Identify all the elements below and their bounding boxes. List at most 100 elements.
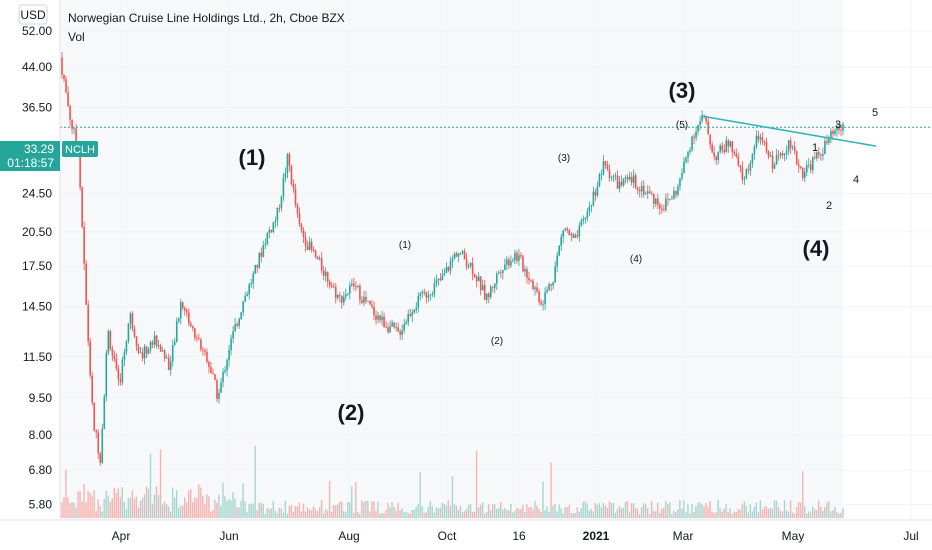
volume-bar bbox=[801, 471, 804, 518]
volume-bar bbox=[805, 513, 808, 518]
volume-bar bbox=[147, 488, 150, 518]
candle-body bbox=[395, 327, 397, 328]
volume-bar bbox=[328, 481, 331, 518]
volume-bar bbox=[463, 511, 466, 518]
volume-bar bbox=[445, 505, 448, 518]
candle-body bbox=[552, 282, 554, 286]
volume-bar bbox=[322, 513, 325, 518]
volume-bar bbox=[401, 508, 403, 518]
volume-bar bbox=[433, 512, 435, 518]
candle-body bbox=[483, 284, 486, 300]
volume-bar bbox=[210, 511, 212, 518]
volume-bar bbox=[735, 511, 737, 518]
volume-bar bbox=[820, 506, 822, 518]
candle-body bbox=[514, 252, 516, 261]
volume-bar bbox=[506, 509, 508, 518]
volume-bar bbox=[550, 462, 552, 518]
candle-body bbox=[580, 220, 583, 226]
candle-body bbox=[765, 141, 768, 152]
volume-bar bbox=[522, 504, 524, 518]
volume-bar bbox=[493, 504, 496, 518]
volume-bar bbox=[685, 512, 687, 518]
candle-body bbox=[87, 304, 89, 342]
candle-body bbox=[622, 178, 625, 186]
candle-body bbox=[252, 273, 255, 284]
time-axis[interactable] bbox=[0, 520, 932, 550]
candle-body bbox=[175, 321, 178, 342]
candle-body bbox=[419, 293, 422, 296]
currency-badge[interactable] bbox=[18, 4, 48, 25]
candle-body bbox=[260, 252, 263, 257]
volume-bar bbox=[73, 502, 75, 518]
candle-body bbox=[530, 280, 532, 281]
volume-bar bbox=[151, 503, 154, 518]
volume-bar bbox=[661, 508, 663, 518]
candle-body bbox=[681, 172, 683, 179]
volume-bar bbox=[481, 502, 484, 518]
candle-body bbox=[445, 267, 448, 273]
volume-bar bbox=[526, 504, 528, 518]
volume-bar bbox=[749, 504, 752, 518]
volume-bar bbox=[81, 500, 83, 518]
volume-bar bbox=[789, 500, 792, 518]
wave-annotations: (1) (2) (3) (4) (1) (2) (3) (4) (5) 1 2 3 4 5 bbox=[239, 78, 879, 425]
volume-bar bbox=[296, 506, 299, 518]
candle-body bbox=[206, 351, 208, 362]
candle-body bbox=[250, 283, 253, 285]
y-tick-label: 20.50 bbox=[22, 225, 52, 239]
volume-bar bbox=[681, 508, 683, 518]
candle-body bbox=[413, 309, 416, 313]
volume-bar bbox=[751, 511, 754, 518]
volume-bar bbox=[489, 509, 492, 518]
volume-bar bbox=[308, 509, 311, 518]
volume-bar bbox=[755, 502, 758, 518]
candle-body bbox=[703, 115, 705, 116]
candle-body bbox=[652, 194, 655, 204]
candle-body bbox=[465, 259, 468, 267]
indicator-label[interactable]: Vol bbox=[68, 30, 85, 44]
volume-bar bbox=[636, 508, 639, 518]
candle-body bbox=[711, 144, 713, 153]
price-axis[interactable] bbox=[0, 0, 60, 520]
volume-bar bbox=[363, 502, 365, 518]
volume-bar bbox=[425, 512, 427, 518]
volume-bar bbox=[592, 511, 595, 518]
volume-bar bbox=[683, 500, 685, 518]
volume-bar bbox=[546, 506, 548, 518]
candle-body bbox=[733, 152, 736, 154]
y-tick-label: 8.00 bbox=[29, 428, 53, 442]
wave-label: 1 bbox=[812, 142, 818, 154]
volume-bar bbox=[212, 510, 214, 518]
candle-body bbox=[131, 313, 134, 329]
candle-body bbox=[361, 300, 363, 303]
volume-bar bbox=[475, 450, 478, 518]
volume-bar bbox=[113, 487, 115, 518]
candle-body bbox=[797, 164, 800, 167]
candle-body bbox=[153, 335, 156, 345]
volume-bar bbox=[540, 511, 542, 518]
candle-body bbox=[437, 278, 440, 281]
volume-bar bbox=[284, 500, 287, 518]
candle-body bbox=[785, 150, 788, 154]
volume-bar bbox=[479, 504, 482, 518]
candle-body bbox=[204, 350, 206, 352]
volume-bar bbox=[753, 506, 756, 518]
x-tick-label: 2021 bbox=[583, 529, 610, 543]
chart-title: Norwegian Cruise Line Holdings Ltd., 2h,… bbox=[68, 11, 345, 25]
volume-bar bbox=[357, 511, 359, 518]
candle-body bbox=[117, 368, 120, 380]
volume-bar bbox=[646, 508, 649, 518]
volume-bar bbox=[320, 500, 323, 518]
volume-bar bbox=[206, 494, 208, 518]
candle-body bbox=[709, 134, 711, 145]
volume-bar bbox=[459, 505, 462, 518]
candle-body bbox=[588, 206, 591, 212]
candle-body bbox=[351, 283, 353, 286]
volume-bar bbox=[657, 502, 659, 518]
candle-body bbox=[671, 198, 673, 200]
volume-bar bbox=[71, 502, 73, 518]
volume-bar bbox=[707, 506, 709, 518]
trendline[interactable] bbox=[703, 115, 877, 147]
volume-bar bbox=[812, 506, 814, 518]
